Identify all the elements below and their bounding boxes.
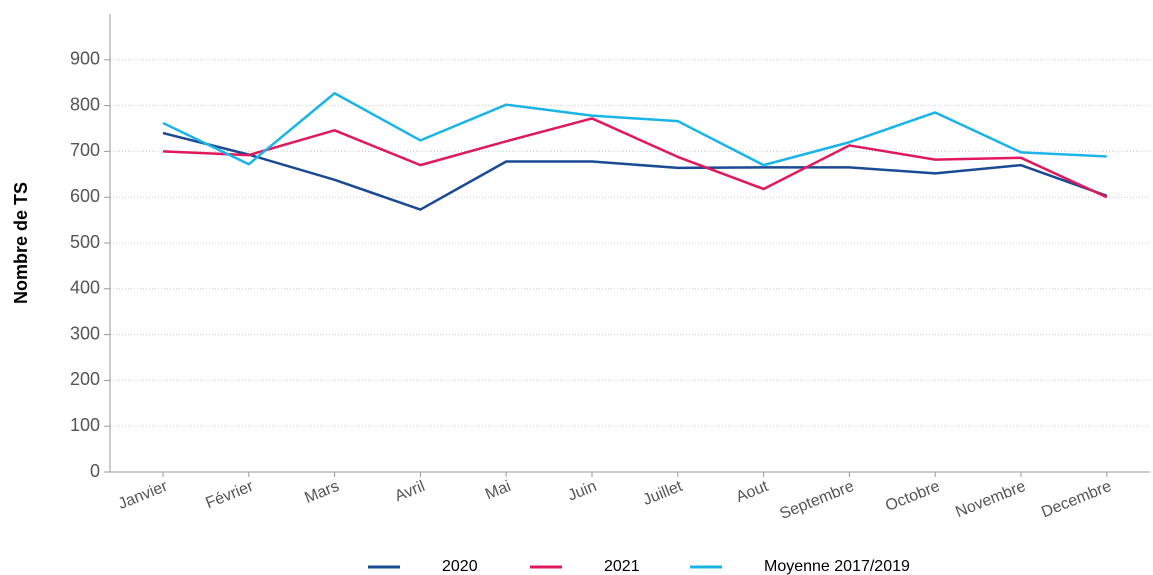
x-tick-label: Septembre [778,478,857,523]
series-line [162,91,1107,167]
x-tick-label: Octobre [883,478,942,515]
x-tick-label: Février [203,478,256,513]
x-tick-label: Aout [734,478,771,506]
x-tick-label: Mars [302,478,341,507]
x-tick-label: Juin [565,478,599,505]
x-tick-label: Decembre [1039,478,1114,521]
legend-label: Moyenne 2017/2019 [764,558,910,575]
y-tick-label: 400 [70,278,100,298]
y-tick-label: 300 [70,323,100,343]
series-line [162,117,1108,199]
series-line [162,131,1108,211]
y-tick-label: 800 [70,94,100,114]
y-tick-label: 700 [70,140,100,160]
legend-label: 2021 [604,558,640,575]
y-tick-label: 600 [70,186,100,206]
y-tick-label: 100 [70,415,100,435]
y-axis-label: Nombre de TS [11,182,31,304]
x-tick-label: Juillet [641,478,686,509]
x-tick-label: Avril [393,478,428,505]
x-tick-label: Janvier [116,478,171,513]
legend-label: 2020 [442,558,478,575]
y-tick-label: 200 [70,369,100,389]
x-tick-label: Mai [483,478,513,503]
x-tick-label: Novembre [953,478,1028,521]
y-tick-label: 0 [90,461,100,481]
y-tick-label: 900 [70,49,100,69]
y-tick-label: 500 [70,232,100,252]
